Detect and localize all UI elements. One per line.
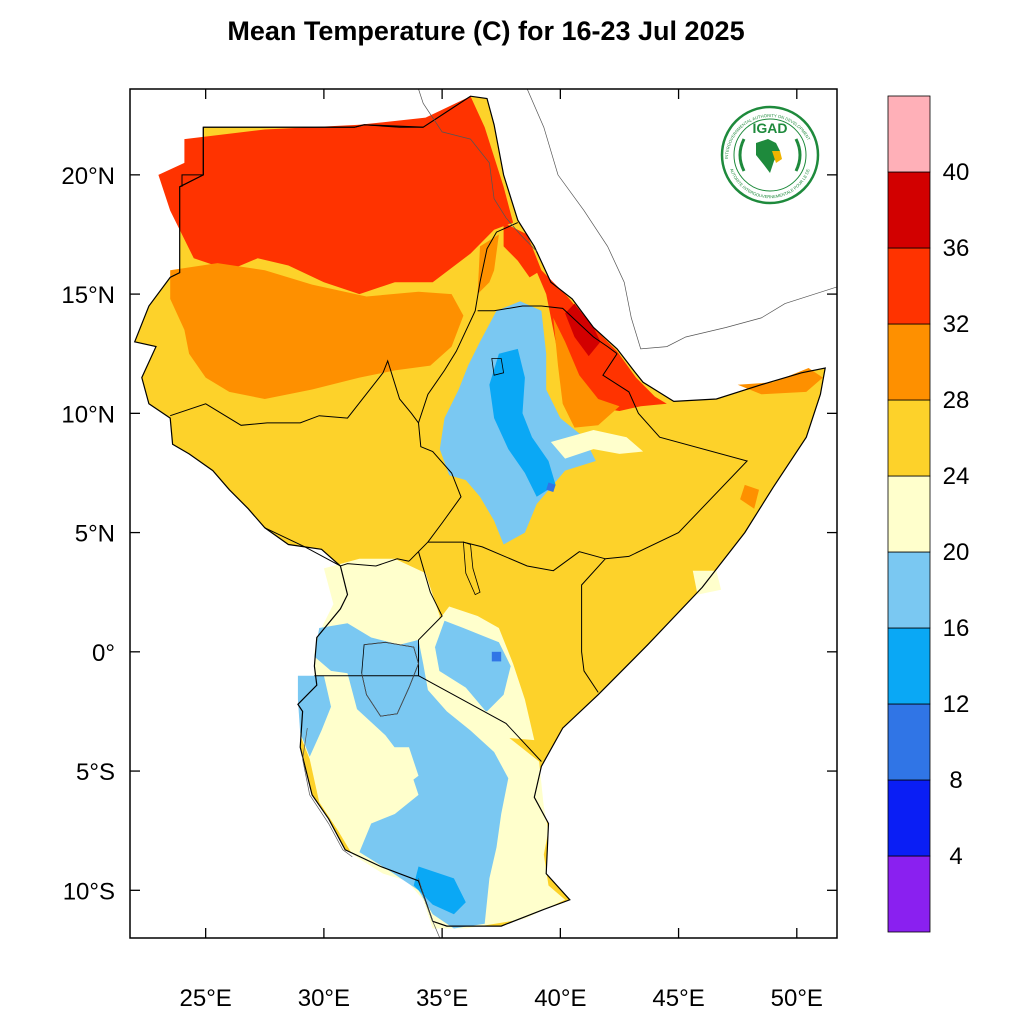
region-ethiopia-central-cooler xyxy=(489,348,556,497)
laurel-left-icon xyxy=(738,138,746,172)
region-ethiopia-rift-transition xyxy=(550,430,644,459)
axis-ticks: 25°E 30°E 35°E 40°E 45°E 50°E 20°N 15°N 10°N 5°N 0… xyxy=(61,89,837,1012)
colorbar-swatch xyxy=(887,95,931,173)
lon-tick-label: 25°E xyxy=(180,985,232,1012)
colorbar-label: 20 xyxy=(943,539,970,566)
lat-tick-label: 5°N xyxy=(75,521,115,548)
colorbar: 4 8 12 16 20 24 28 32 36 40 xyxy=(887,95,970,933)
logo-inner-ring xyxy=(733,118,807,192)
coast-lake-malawi xyxy=(418,878,441,938)
lon-tick-label: 35°E xyxy=(416,985,468,1012)
colorbar-swatch xyxy=(887,399,931,477)
colorbar-swatch xyxy=(887,323,931,401)
colorbar-swatch xyxy=(887,627,931,705)
lake-turkana xyxy=(462,541,481,596)
laurel-right-icon xyxy=(794,138,802,172)
region-tz-mild-patch xyxy=(380,747,419,791)
colorbar-swatch xyxy=(887,779,931,857)
border-sudan-eritrea-ethiopia xyxy=(418,222,519,424)
colorbar-swatch xyxy=(887,855,931,933)
lon-tick-label: 50°E xyxy=(771,985,823,1012)
colorbar-label: 32 xyxy=(943,311,970,338)
colorbar-label: 8 xyxy=(949,767,962,794)
colorbar-label: 24 xyxy=(943,463,970,490)
lon-tick-label: 45°E xyxy=(652,985,704,1012)
igad-logo: IGAD INTERGOVERNMENTAL AUTHORITY ON DEVE… xyxy=(720,105,820,205)
border-ethiopia-eritrea xyxy=(477,305,618,355)
border-kenya-uganda-tanzania xyxy=(418,551,542,762)
colorbar-swatch xyxy=(887,171,931,249)
border-ethiopia-djibouti-somalia xyxy=(427,353,749,572)
colorbar-label: 36 xyxy=(943,235,970,262)
lat-tick-label: 0° xyxy=(92,640,115,667)
coast-victoria-shore xyxy=(361,641,419,717)
colorbar-label: 40 xyxy=(943,159,970,186)
lat-tick-label: 20°N xyxy=(61,163,115,190)
africa-icon xyxy=(756,139,780,173)
region-mt-kenya-cold xyxy=(491,651,502,662)
border-sudan-libya-chad xyxy=(181,127,204,187)
colorbar-swatch xyxy=(887,475,931,553)
colorbar-label: 28 xyxy=(943,387,970,414)
map-title: Mean Temperature (C) for 16-23 Jul 2025 xyxy=(227,16,745,46)
lon-tick-label: 30°E xyxy=(298,985,350,1012)
colorbar-swatch xyxy=(887,247,931,325)
lat-tick-label: 5°S xyxy=(76,759,115,786)
colorbar-label: 12 xyxy=(943,691,970,718)
lake-tana xyxy=(491,358,505,376)
colorbar-label: 16 xyxy=(943,615,970,642)
lat-tick-label: 10°N xyxy=(61,401,115,428)
region-danakil-extreme xyxy=(565,303,601,357)
lon-tick-label: 40°E xyxy=(534,985,586,1012)
colorbar-label: 4 xyxy=(949,843,962,870)
region-somaliland-warm xyxy=(737,368,823,395)
region-eritrea-coast-hot xyxy=(503,222,542,278)
border-kenya-somalia xyxy=(581,558,606,693)
colorbar-swatch xyxy=(887,551,931,629)
region-southern-highlands-cold xyxy=(413,866,466,915)
colorbar-swatch xyxy=(887,703,931,781)
border-sudan-egypt xyxy=(203,124,424,128)
border-south-sudan-uganda-drc xyxy=(264,527,410,567)
border-sudan-south-sudan xyxy=(170,359,419,426)
region-bale-mountains-cold xyxy=(546,482,556,492)
region-afar-warm xyxy=(553,317,620,428)
logo-text: IGAD xyxy=(753,120,788,136)
coast-arabia-coast xyxy=(526,89,837,350)
country-borders xyxy=(133,95,826,927)
region-sudan-kordofan-warm xyxy=(170,263,464,399)
outer-coastlines xyxy=(302,89,837,938)
region-western-tanzania-cool xyxy=(314,623,509,929)
lat-tick-label: 15°N xyxy=(61,282,115,309)
region-eritrea-lowland-warm xyxy=(477,234,499,295)
coast-nile-valley-coast xyxy=(418,89,537,252)
region-somalia-mild-patch xyxy=(692,570,722,595)
igad-region-icon xyxy=(772,151,782,163)
lat-tick-label: 10°S xyxy=(63,878,115,905)
region-somalia-warm-spot xyxy=(740,484,759,509)
igad-outline xyxy=(133,95,826,927)
plot-frame xyxy=(129,88,838,939)
region-north-sudan-hot xyxy=(158,96,514,295)
border-south-sudan-ethiopia-kenya xyxy=(408,422,462,562)
coast-lake-tanganyika xyxy=(302,728,353,858)
plot-area xyxy=(133,89,837,938)
temperature-regions xyxy=(158,96,823,929)
